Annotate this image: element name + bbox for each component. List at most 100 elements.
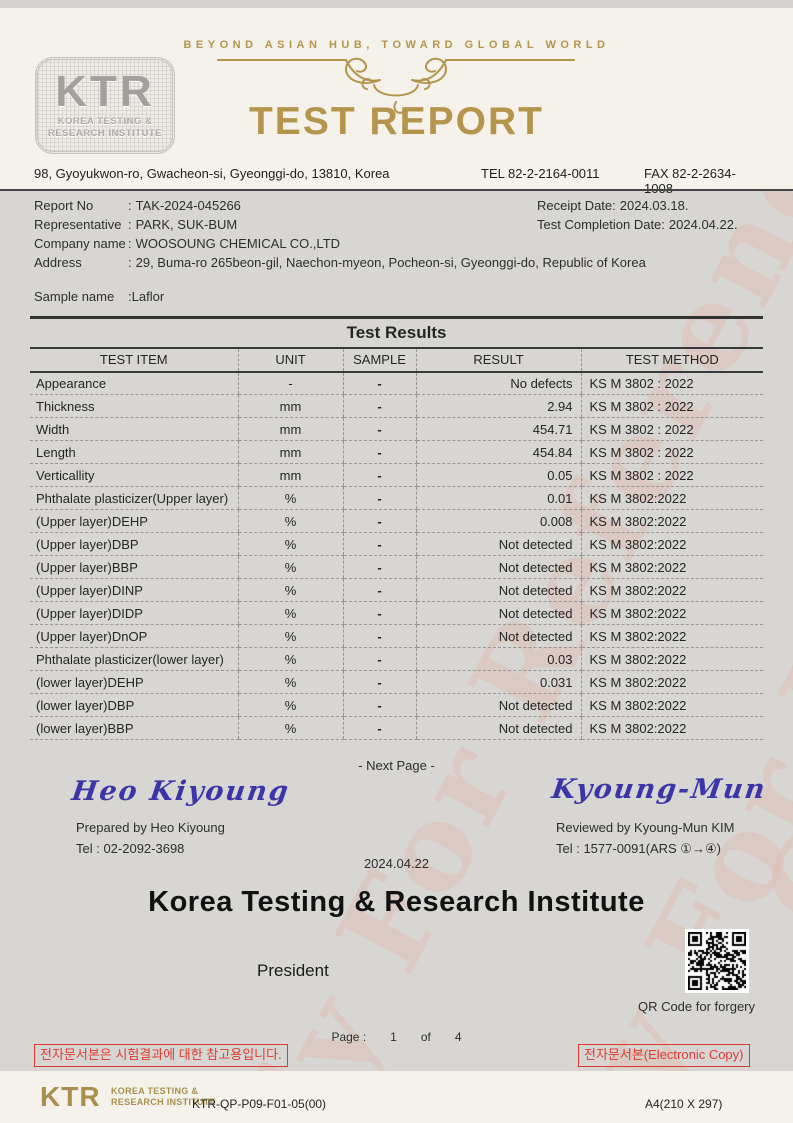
table-cell: KS M 3802:2022 [580, 693, 764, 717]
table-cell: % [237, 693, 343, 717]
results-title-row: Test Results [30, 316, 764, 349]
flourish-ornament-icon [217, 57, 575, 114]
separator: : [128, 289, 132, 304]
info-value: 2024.04.22. [668, 217, 738, 232]
table-cell: 454.84 [415, 440, 581, 464]
qr-code [685, 929, 749, 993]
table-cell: 0.03 [415, 647, 581, 671]
table-cell: % [237, 624, 343, 648]
ktr-footer-logo-text: KTR [40, 1081, 101, 1112]
table-row: Length mm -454.84 KS M 3802 : 2022 [30, 440, 764, 464]
table-cell: - [342, 371, 416, 395]
info-label: Test Completion Date [537, 217, 662, 232]
separator: : [661, 217, 665, 232]
separator: : [612, 198, 616, 213]
report-info-right: Receipt Date: 2024.03.18. Test Completion … [537, 196, 738, 234]
table-row: (lower layer)DBP% - Not detected KS M 3802:… [30, 693, 764, 717]
notice-korean: 전자문서본은 시험결과에 대한 참고용입니다. [34, 1044, 288, 1067]
ktr-footer-line1: KOREA TESTING & [111, 1086, 199, 1096]
table-cell: 0.05 [415, 463, 581, 487]
table-cell: - [342, 532, 416, 556]
table-cell: 454.71 [415, 417, 581, 441]
table-cell: KS M 3802:2022 [580, 716, 764, 740]
report-title: TEST REPORT [248, 100, 545, 143]
table-cell: Not detected [415, 601, 581, 625]
signature-preparer: Heo Kiyoung [69, 776, 292, 807]
table-cell: KS M 3802 : 2022 [580, 394, 764, 418]
table-row: Appearance - - No defects KS M 3802 : 2022 [30, 371, 764, 395]
table-cell: (Upper layer)DnOP [30, 624, 238, 648]
reviewer-tel: Tel : 1577-0091(ARS ①→④) [556, 841, 721, 856]
page-of: of [420, 1030, 431, 1044]
institute-name: Korea Testing & Research Institute [148, 886, 645, 918]
table-cell: - [342, 647, 416, 671]
table-cell: Appearance [30, 371, 238, 395]
table-cell: No defects [415, 371, 581, 395]
ktr-logo-text: KTR [55, 67, 155, 116]
results-header-row: TEST ITEM UNIT SAMPLE RESULT TEST METHOD [30, 347, 764, 373]
prepared-by-label: Prepared by Heo Kiyoung [76, 820, 225, 835]
table-row: (Upper layer)BBP% - Not detected KS M 3802:… [30, 555, 764, 579]
page-indicator: Page : 1 of 4 [0, 1030, 793, 1044]
table-cell: Thickness [30, 394, 238, 418]
document-date: 2024.04.22 [363, 856, 430, 871]
table-cell: % [237, 601, 343, 625]
table-cell: - [342, 463, 416, 487]
table-cell: - [342, 578, 416, 602]
info-value: TAK-2024-045266 [135, 198, 241, 213]
table-cell: - [342, 555, 416, 579]
column-header: UNIT [237, 347, 343, 373]
report-info-left: Report No: TAK-2024-045266 Representative:… [34, 196, 646, 272]
table-cell: KS M 3802:2022 [580, 647, 764, 671]
table-cell: 2.94 [415, 394, 581, 418]
table-cell: - [237, 371, 343, 395]
table-cell: KS M 3802:2022 [580, 578, 764, 602]
next-page-label: - Next Page - [358, 758, 435, 773]
results-title: Test Results [30, 316, 764, 349]
document-code: KTR-QP-P09-F01-05(00) [192, 1097, 327, 1111]
header-address-row: 98, Gyoyukwon-ro, Gwacheon-si, Gyeonggi-… [34, 166, 759, 196]
table-cell: Phthalate plasticizer(Upper layer) [30, 486, 238, 510]
table-row: (Upper layer)DnOP% - Not detected KS M 3802… [30, 624, 764, 648]
table-cell: KS M 3802:2022 [580, 555, 764, 579]
info-row: Test Completion Date: 2024.04.22. [537, 215, 738, 234]
table-cell: % [237, 486, 343, 510]
sample-name-label: Sample name [34, 289, 115, 304]
preparer-tel: Tel : 02-2092-3698 [76, 841, 185, 856]
table-row: Thickness mm -2.94 KS M 3802 : 2022 [30, 394, 764, 418]
info-row: Company name: WOOSOUNG CHEMICAL CO.,LTD [34, 234, 646, 253]
table-cell: KS M 3802:2022 [580, 532, 764, 556]
table-cell: mm [237, 463, 343, 487]
table-cell: KS M 3802:2022 [580, 509, 764, 533]
table-cell: KS M 3802 : 2022 [580, 371, 764, 395]
table-row: (lower layer)DEHP% -0.031 KS M 3802:2022 [30, 670, 764, 694]
table-cell: mm [237, 417, 343, 441]
table-cell: mm [237, 394, 343, 418]
page-footer: KTR KOREA TESTING & RESEARCH INSTITUTE K… [0, 1071, 793, 1123]
ktr-footer-logo: KTR KOREA TESTING & RESEARCH INSTITUTE [40, 1081, 216, 1113]
page-current: 1 [390, 1030, 397, 1044]
table-cell: - [342, 601, 416, 625]
table-cell: Not detected [415, 624, 581, 648]
table-cell: KS M 3802:2022 [580, 670, 764, 694]
table-cell: % [237, 532, 343, 556]
table-cell: Length [30, 440, 238, 464]
info-value: WOOSOUNG CHEMICAL CO.,LTD [135, 236, 341, 251]
table-cell: - [342, 716, 416, 740]
table-cell: % [237, 555, 343, 579]
table-cell: (lower layer)DBP [30, 693, 238, 717]
header-divider [0, 189, 793, 191]
info-row: Report No: TAK-2024-045266 [34, 196, 646, 215]
column-header: RESULT [415, 347, 581, 373]
table-cell: Not detected [415, 578, 581, 602]
notice-electronic-copy: 전자문서본(Electronic Copy) [578, 1044, 750, 1067]
separator: : [128, 217, 132, 232]
table-cell: Verticallity [30, 463, 238, 487]
table-row: (Upper layer)DBP% - Not detected KS M 3802:… [30, 532, 764, 556]
report-header: KTR KOREA TESTING & RESEARCH INSTITUTE B… [0, 0, 793, 196]
table-cell: 0.031 [415, 670, 581, 694]
table-cell: % [237, 509, 343, 533]
table-cell: KS M 3802:2022 [580, 601, 764, 625]
table-cell: KS M 3802 : 2022 [580, 417, 764, 441]
paper-size: A4(210 X 297) [645, 1097, 723, 1111]
